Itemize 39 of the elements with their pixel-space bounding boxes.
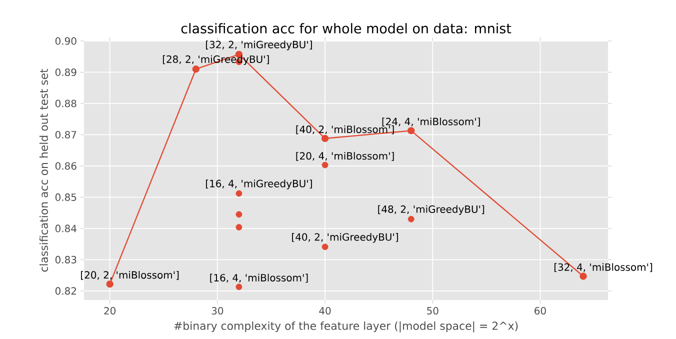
x-tick-label: 50	[427, 307, 438, 315]
annotation: [40, 2, 'miGreedyBU']	[292, 233, 398, 243]
point	[192, 66, 200, 73]
annotation: [16, 4, 'miBlossom']	[210, 274, 308, 283]
y-tick-label: 0.82	[55, 287, 76, 295]
annotation: [40, 2, 'miBlossom']	[296, 125, 394, 134]
annotation: [20, 4, 'miBlossom']	[296, 152, 394, 161]
y-tick-label: 0.87	[55, 130, 76, 138]
point	[322, 162, 328, 168]
point	[408, 216, 414, 222]
annotation: [24, 4, 'miBlossom']	[382, 118, 480, 126]
y-axis-title: classification acc on held out test set	[39, 68, 48, 272]
point	[408, 127, 415, 134]
point	[580, 272, 587, 280]
annotation: [48, 2, 'miGreedyBU']	[378, 205, 484, 215]
x-axis-title: #binary complexity of the feature layer (|model space| = 2^x)	[174, 321, 518, 332]
y-tick-label: 0.84	[55, 224, 76, 232]
x-tick-label: 20	[104, 307, 116, 315]
point	[236, 190, 242, 197]
annotation: [16, 4, 'miGreedyBU']	[206, 180, 312, 190]
y-tick-label: 0.90	[55, 37, 76, 45]
annotation: [32, 4, 'miBlossom']	[554, 263, 652, 272]
x-tick-label: 40	[319, 307, 331, 315]
y-tick-label: 0.85	[55, 193, 76, 201]
point	[321, 134, 329, 142]
point	[236, 224, 242, 230]
point	[106, 280, 114, 288]
point	[236, 284, 242, 290]
point	[322, 244, 328, 250]
y-tick-label: 0.88	[55, 100, 76, 108]
chart-title: classification acc for whole model on data: mnist	[181, 23, 512, 34]
annotation: [32, 2, 'miGreedyBU']	[206, 40, 312, 50]
point	[236, 211, 242, 218]
annotation: [20, 2, 'miBlossom']	[81, 270, 179, 280]
x-tick-label: 60	[534, 307, 546, 315]
y-tick-label: 0.86	[55, 162, 76, 170]
y-tick-label: 0.83	[55, 256, 76, 264]
x-tick-label: 30	[212, 307, 224, 315]
y-tick-label: 0.89	[55, 68, 76, 76]
